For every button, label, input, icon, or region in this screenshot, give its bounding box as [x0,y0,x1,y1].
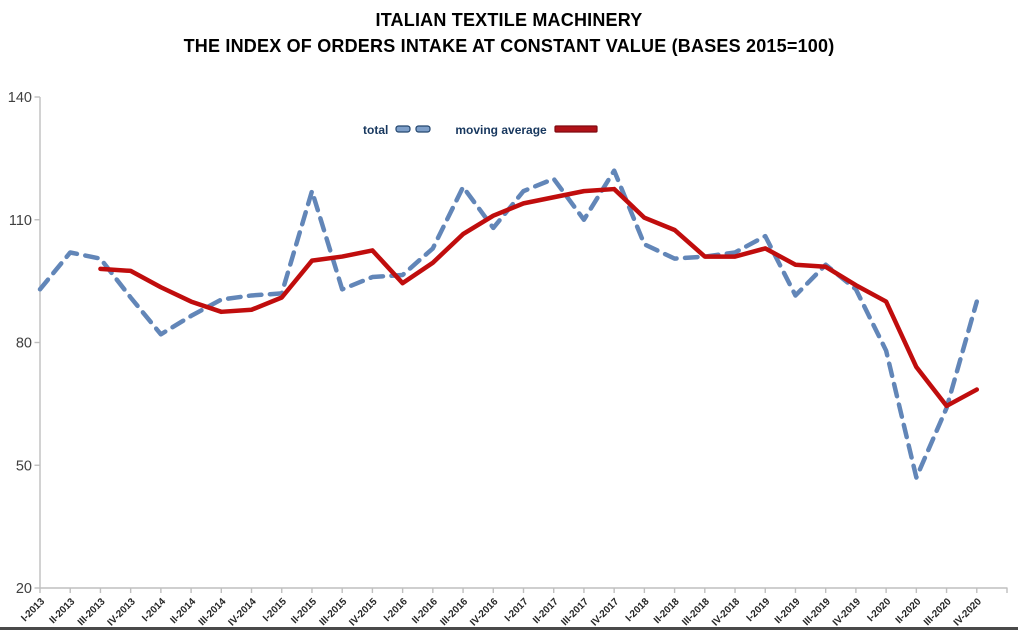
x-tick-label-IV-2019: IV-2019 [831,596,863,628]
x-tick-label-IV-2015: IV-2015 [347,596,379,628]
x-tick-label-II-2015: II-2015 [289,596,319,626]
x-tick-label-I-2014: I-2014 [140,596,168,624]
x-tick-label-I-2013: I-2013 [19,596,47,624]
x-tick-label-II-2018: II-2018 [652,596,682,626]
x-tick-label-II-2020: II-2020 [894,596,924,626]
total-line [37,168,980,480]
chart-legend: total moving average [363,122,598,138]
moving-average-line [98,186,980,409]
chart-title-line-2: THE INDEX OF ORDERS INTAKE AT CONSTANT V… [183,36,835,56]
x-tick-label-IV-2016: IV-2016 [468,596,500,628]
x-tick-label-III-2015: III-2015 [318,596,350,628]
x-tick-label-II-2014: II-2014 [168,596,198,626]
x-tick-label-IV-2017: IV-2017 [589,596,621,628]
x-tick-label-I-2020: I-2020 [865,596,893,624]
legend-label-moving-average: moving average [455,123,547,137]
x-tick-label-II-2017: II-2017 [531,596,561,626]
y-tick-label-20: 20 [16,581,32,597]
chart-title-line-1: ITALIAN TEXTILE MACHINERY [375,10,643,30]
window-bottom-border [0,627,1018,630]
x-tick-label-I-2016: I-2016 [382,596,410,624]
legend-label-total: total [363,123,389,137]
moving-average-legend-bar-icon [554,123,598,137]
x-tick-label-II-2016: II-2016 [410,596,440,626]
y-tick-label-140: 140 [8,90,32,106]
x-tick-label-II-2019: II-2019 [773,596,803,626]
axes [39,97,1008,589]
chart-title: ITALIAN TEXTILE MACHINERY THE INDEX OF O… [0,7,1018,59]
total-legend-dash-icon [395,123,433,137]
x-tick-label-III-2017: III-2017 [559,596,591,628]
x-tick-label-III-2019: III-2019 [801,596,833,628]
y-tick-label-80: 80 [16,336,32,352]
x-tick-label-III-2018: III-2018 [680,596,712,628]
x-tick-label-IV-2014: IV-2014 [226,596,258,628]
x-tick-label-II-2013: II-2013 [48,596,78,626]
x-tick-label-IV-2013: IV-2013 [106,596,138,628]
x-tick-label-III-2016: III-2016 [438,596,470,628]
x-tick-label-IV-2020: IV-2020 [952,596,984,628]
x-tick-label-III-2020: III-2020 [922,596,954,628]
y-tick-label-110: 110 [9,213,32,229]
x-tick-label-III-2013: III-2013 [76,596,108,628]
x-tick-label-I-2019: I-2019 [745,596,773,624]
x-tick-label-IV-2018: IV-2018 [710,596,742,628]
x-tick-label-I-2017: I-2017 [503,596,531,624]
x-tick-label-I-2015: I-2015 [261,596,289,624]
y-tick-label-50: 50 [16,458,32,474]
x-tick-label-III-2014: III-2014 [197,596,229,628]
x-tick-label-I-2018: I-2018 [624,596,652,624]
